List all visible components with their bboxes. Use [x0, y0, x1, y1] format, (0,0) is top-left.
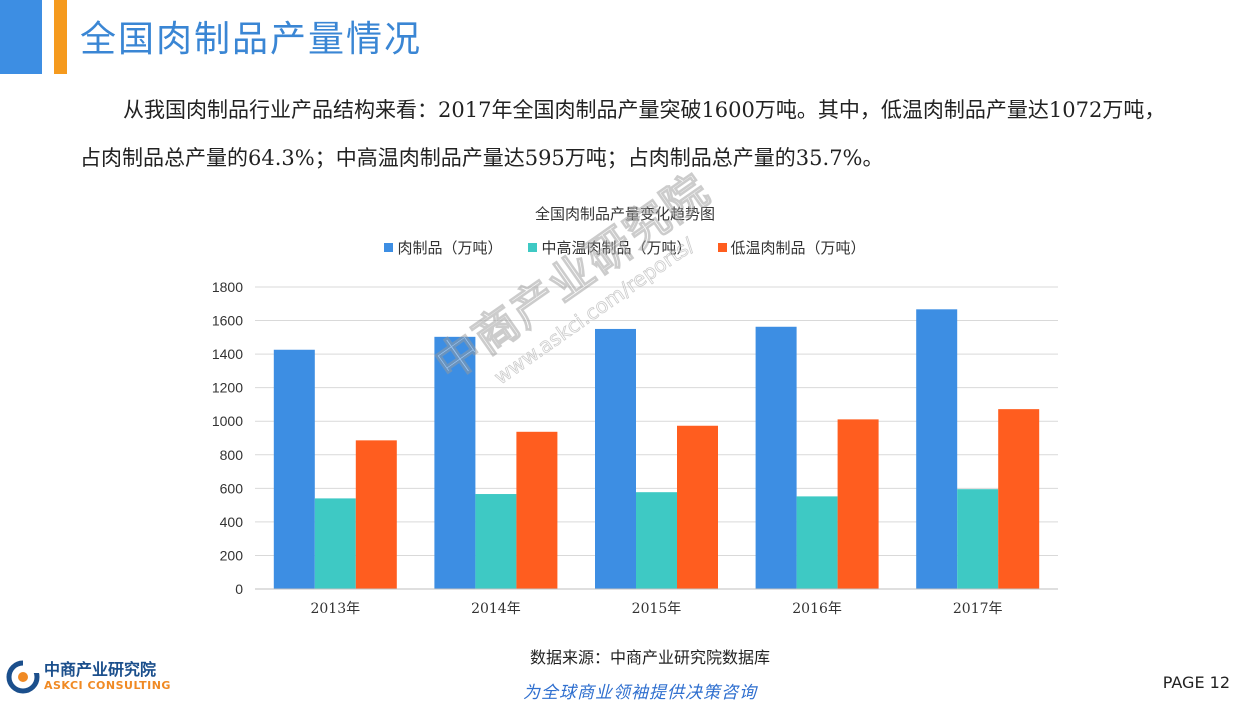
bar — [516, 431, 558, 589]
logo-english: ASKCI CONSULTING — [44, 679, 171, 692]
bar — [475, 494, 517, 589]
bar — [273, 349, 315, 589]
bar — [998, 409, 1040, 589]
x-tick-label: 2016年 — [792, 601, 842, 617]
x-tick-label: 2015年 — [632, 601, 682, 617]
legend-label-high-temp: 中高温肉制品（万吨） — [541, 239, 692, 257]
y-tick-label: 0 — [235, 581, 243, 597]
bar-chart: 0 200 400 600 800 1000 1200 1400 1600 1800 2013年 20… — [212, 279, 1058, 617]
legend-item-low-temp: 低温肉制品（万吨） — [717, 237, 866, 258]
chart-title: 全国肉制品产量变化趋势图 — [534, 205, 715, 223]
page-title: 全国肉制品产量情况 — [80, 19, 423, 60]
y-tick-label: 200 — [220, 547, 244, 563]
chart-legend: 肉制品（万吨） 中高温肉制品（万吨） 低温肉制品（万吨） — [0, 237, 1250, 258]
legend-swatch-meat — [384, 243, 394, 252]
x-tick-label: 2013年 — [310, 601, 360, 617]
y-tick-label: 1800 — [212, 279, 243, 295]
data-source: 数据来源：中商产业研究院数据库 — [529, 648, 770, 667]
bar — [314, 498, 356, 589]
bar — [837, 419, 879, 589]
company-logo: 中商产业研究院 ASKCI CONSULTING — [6, 660, 171, 694]
x-tick-label: 2017年 — [953, 601, 1003, 617]
legend-swatch-low-temp — [717, 243, 727, 252]
intro-paragraph: 从我国肉制品行业产品结构来看：2017年全国肉制品产量突破1600万吨。其中，低… — [80, 98, 1166, 170]
header-accent-orange — [54, 0, 67, 74]
legend-item-meat: 肉制品（万吨） — [384, 237, 502, 258]
y-tick-label: 600 — [220, 480, 244, 496]
legend-label-meat: 肉制品（万吨） — [397, 239, 503, 257]
logo-icon — [6, 660, 40, 694]
y-tick-label: 1400 — [212, 346, 243, 362]
page-number: PAGE 12 — [1162, 673, 1230, 692]
y-tick-label: 800 — [220, 447, 244, 463]
bar — [636, 492, 677, 589]
y-tick-label: 1200 — [212, 380, 243, 396]
bar — [957, 489, 999, 589]
x-tick-label: 2014年 — [471, 601, 521, 617]
bar — [677, 425, 718, 589]
bar — [355, 440, 397, 589]
bar — [595, 328, 636, 589]
bar — [916, 309, 958, 589]
y-tick-label: 400 — [220, 514, 244, 530]
y-tick-label: 1600 — [212, 313, 243, 329]
bar — [755, 326, 797, 589]
legend-swatch-high-temp — [528, 243, 538, 252]
header-accent-blue — [0, 0, 42, 74]
legend-item-high-temp: 中高温肉制品（万吨） — [528, 237, 692, 258]
bar — [796, 496, 838, 589]
y-tick-label: 1000 — [212, 413, 243, 429]
legend-label-low-temp: 低温肉制品（万吨） — [730, 239, 866, 257]
slogan: 为全球商业领袖提供决策咨询 — [523, 683, 757, 703]
bar — [434, 336, 476, 589]
logo-name: 中商产业研究院 — [44, 660, 157, 679]
